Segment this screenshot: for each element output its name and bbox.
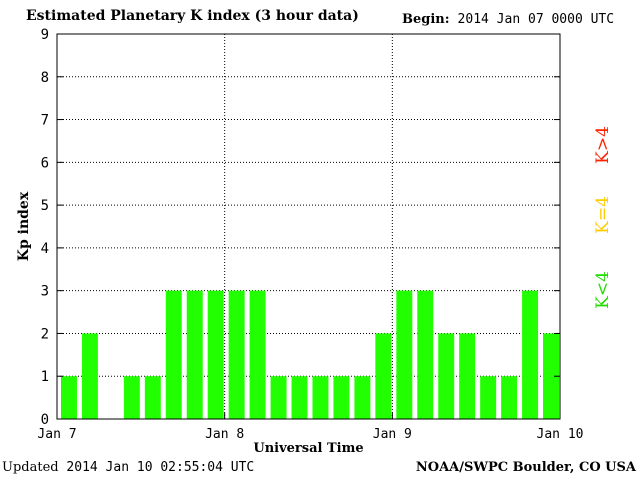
updated-timestamp: Updated 2014 Jan 10 02:55:04 UTC <box>2 460 254 475</box>
y-tick-label: 3 <box>41 284 49 300</box>
y-tick-label: 5 <box>41 198 49 214</box>
kp-bar <box>417 290 434 419</box>
data-source: NOAA/SWPC Boulder, CO USA <box>415 460 636 475</box>
kp-bar <box>522 290 539 419</box>
legend-item: K>4 <box>593 126 613 164</box>
kp-bar <box>438 333 455 419</box>
y-tick-label: 7 <box>41 113 49 129</box>
x-tick-label: Jan 8 <box>205 427 244 442</box>
kp-bar <box>165 290 182 419</box>
updated-value: 2014 Jan 10 02:55:04 UTC <box>66 460 255 475</box>
kp-bar <box>501 376 518 419</box>
updated-label: Updated <box>2 460 59 475</box>
kp-bar <box>396 290 413 419</box>
y-tick-label: 4 <box>41 241 49 257</box>
begin-label: Begin: <box>402 12 450 27</box>
plot-frame <box>56 33 561 420</box>
begin-value: 2014 Jan 07 0000 UTC <box>457 12 615 27</box>
kp-bar <box>543 333 559 419</box>
y-tick-label: 2 <box>41 326 49 342</box>
kp-bar <box>61 376 77 419</box>
kp-bar <box>480 376 497 419</box>
kp-bar <box>123 376 140 419</box>
kp-bar <box>228 290 245 419</box>
kp-bar <box>81 333 98 419</box>
kp-bar <box>375 333 392 419</box>
legend-item: K<4 <box>593 271 613 309</box>
y-tick-label: 1 <box>41 369 49 385</box>
kp-bar <box>270 376 287 419</box>
y-tick-label: 6 <box>41 155 49 171</box>
kp-bar <box>291 376 308 419</box>
kp-bar <box>354 376 371 419</box>
chart-title: Estimated Planetary K index (3 hour data… <box>26 8 359 24</box>
kp-bar <box>186 290 203 419</box>
legend-item: K=4 <box>593 196 613 234</box>
y-axis-label: Kp index <box>16 191 32 261</box>
kp-bar <box>333 376 350 419</box>
x-tick-label: Jan 7 <box>37 427 76 442</box>
kp-bar <box>312 376 329 419</box>
kp-bar <box>207 290 224 419</box>
begin-time: Begin: 2014 Jan 07 0000 UTC <box>402 12 614 27</box>
y-tick-label: 8 <box>41 70 49 86</box>
y-tick-label: 0 <box>41 412 49 428</box>
y-tick-label: 9 <box>41 27 49 43</box>
x-tick-label: Jan 10 <box>537 427 584 442</box>
x-axis-label: Universal Time <box>253 441 363 456</box>
kp-bar <box>249 290 266 419</box>
kp-bar <box>144 376 161 419</box>
x-tick-label: Jan 9 <box>373 427 412 442</box>
kp-bar <box>459 333 476 419</box>
